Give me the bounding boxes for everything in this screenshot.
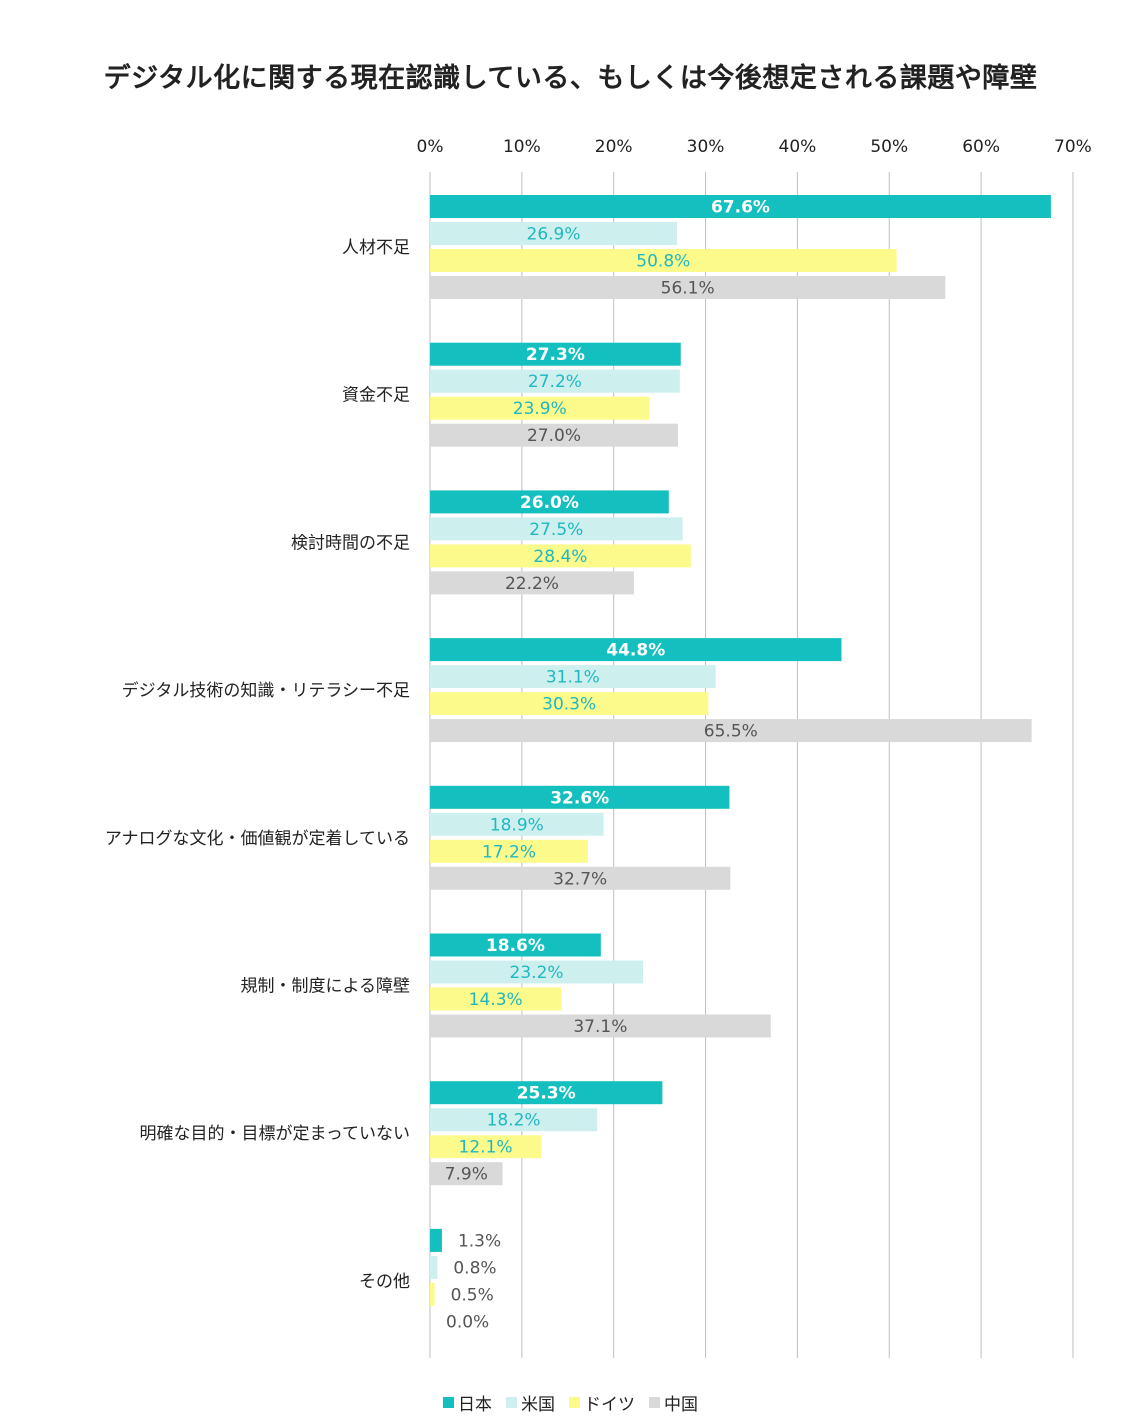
category-label: 資金不足 <box>342 386 410 406</box>
x-tick-label: 40% <box>779 137 817 157</box>
data-label: 30.3% <box>542 695 596 715</box>
data-label: 65.5% <box>704 722 758 742</box>
data-label: 17.2% <box>482 842 536 862</box>
data-label: 27.2% <box>528 372 582 392</box>
x-tick-label: 0% <box>417 137 444 157</box>
bar <box>430 960 644 984</box>
legend-label: 日本 <box>458 1395 492 1415</box>
data-label: 22.2% <box>505 574 559 594</box>
data-label: 27.0% <box>527 426 581 446</box>
bar <box>430 812 604 836</box>
bar <box>430 517 683 541</box>
data-label: 32.7% <box>553 869 607 889</box>
bar <box>430 249 897 272</box>
category-label: 検討時間の不足 <box>291 533 410 553</box>
bar <box>430 342 681 366</box>
bar <box>430 665 716 689</box>
data-label: 1.3% <box>458 1231 501 1251</box>
bar <box>430 839 588 863</box>
category-label: アナログな文化・価値観が定着している <box>105 829 410 849</box>
x-tick-label: 20% <box>595 137 633 157</box>
legend-item: 日本 <box>443 1390 492 1415</box>
bar <box>430 490 669 514</box>
data-label: 23.2% <box>510 963 564 983</box>
bar <box>430 1162 503 1186</box>
bar <box>430 719 1032 743</box>
legend-swatch <box>649 1397 660 1408</box>
bar <box>430 866 731 890</box>
legend-item: ドイツ <box>569 1390 635 1415</box>
data-label: 14.3% <box>469 990 523 1010</box>
legend-swatch <box>506 1397 517 1408</box>
legend-label: ドイツ <box>584 1395 635 1415</box>
data-label: 7.9% <box>445 1165 488 1185</box>
legend-label: 中国 <box>664 1395 698 1415</box>
bar <box>430 1228 442 1252</box>
legend-item: 米国 <box>506 1390 555 1415</box>
data-label: 32.6% <box>550 788 609 808</box>
x-tick-label: 60% <box>962 137 1000 157</box>
category-label: 規制・制度による障壁 <box>241 977 411 997</box>
bar <box>430 423 678 447</box>
data-label: 18.2% <box>487 1111 541 1131</box>
legend-swatch <box>569 1397 580 1408</box>
data-label: 28.4% <box>533 547 587 567</box>
legend-label: 米国 <box>521 1395 555 1415</box>
data-label: 18.6% <box>486 936 545 956</box>
bar <box>430 1108 598 1132</box>
category-label: その他 <box>359 1272 410 1292</box>
data-label: 37.1% <box>573 1017 627 1037</box>
data-label: 27.3% <box>526 345 585 365</box>
data-label: 25.3% <box>517 1084 576 1104</box>
data-label: 23.9% <box>513 399 567 419</box>
data-label: 0.8% <box>453 1258 496 1278</box>
bar <box>430 195 1051 218</box>
bar <box>430 1282 435 1306</box>
bar <box>430 692 709 716</box>
bar <box>430 785 730 809</box>
bar <box>430 571 634 595</box>
bar <box>430 987 562 1011</box>
bar <box>430 1135 542 1159</box>
data-label: 44.8% <box>606 641 665 661</box>
data-label: 31.1% <box>546 668 600 688</box>
data-label: 18.9% <box>490 815 544 835</box>
bar <box>430 1014 771 1038</box>
data-label: 56.1% <box>661 279 715 299</box>
bar <box>430 1255 438 1279</box>
x-tick-label: 50% <box>870 137 908 157</box>
legend-swatch <box>443 1397 454 1408</box>
data-label: 67.6% <box>711 198 770 218</box>
category-label: 人材不足 <box>342 238 410 258</box>
bar <box>430 276 946 299</box>
data-label: 12.1% <box>459 1138 513 1158</box>
bar <box>430 396 650 420</box>
bar <box>430 369 680 393</box>
data-label: 0.5% <box>451 1285 494 1305</box>
x-tick-label: 30% <box>687 137 725 157</box>
data-label: 26.0% <box>520 493 579 513</box>
bar <box>430 638 842 662</box>
data-label: 26.9% <box>527 225 581 245</box>
chart-title: デジタル化に関する現在認識している、もしくは今後想定される課題や障壁 <box>103 63 1038 94</box>
bar <box>430 544 691 568</box>
data-label: 27.5% <box>529 520 583 540</box>
x-tick-label: 10% <box>503 137 541 157</box>
x-tick-label: 70% <box>1054 137 1092 157</box>
bar <box>430 1081 663 1105</box>
data-label: 0.0% <box>446 1312 489 1332</box>
bar <box>430 222 678 245</box>
bar <box>430 933 601 957</box>
category-label: 明確な目的・目標が定まっていない <box>140 1124 410 1144</box>
legend: 日本 米国 ドイツ 中国 <box>0 1390 1141 1415</box>
data-label: 50.8% <box>636 252 690 272</box>
legend-item: 中国 <box>649 1390 698 1415</box>
category-label: デジタル技術の知識・リテラシー不足 <box>122 680 410 701</box>
